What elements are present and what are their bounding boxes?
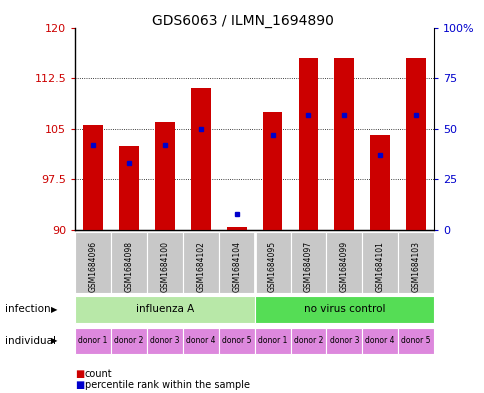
Text: donor 2: donor 2	[293, 336, 322, 345]
Bar	[111, 328, 147, 354]
Bar	[191, 88, 210, 230]
Bar	[147, 232, 182, 293]
Bar	[334, 58, 353, 230]
Text: GSM1684097: GSM1684097	[303, 241, 312, 292]
Bar	[182, 232, 218, 293]
Text: ▶: ▶	[51, 305, 58, 314]
Text: donor 5: donor 5	[401, 336, 430, 345]
Text: GSM1684101: GSM1684101	[375, 241, 384, 292]
Text: donor 4: donor 4	[186, 336, 215, 345]
Text: influenza A: influenza A	[136, 305, 194, 314]
Bar	[75, 296, 254, 323]
Text: GSM1684100: GSM1684100	[160, 241, 169, 292]
Bar	[362, 232, 397, 293]
Text: donor 5: donor 5	[222, 336, 251, 345]
Bar	[370, 136, 389, 230]
Text: GSM1684098: GSM1684098	[124, 241, 133, 292]
Text: percentile rank within the sample: percentile rank within the sample	[85, 380, 249, 390]
Bar	[406, 58, 425, 230]
Text: ■: ■	[75, 369, 84, 379]
Bar	[362, 328, 397, 354]
Text: donor 1: donor 1	[257, 336, 287, 345]
Bar	[75, 328, 111, 354]
Text: donor 4: donor 4	[365, 336, 394, 345]
Bar	[155, 122, 174, 230]
Bar	[326, 328, 362, 354]
Text: donor 2: donor 2	[114, 336, 143, 345]
Text: ▶: ▶	[51, 336, 58, 345]
Bar	[147, 328, 182, 354]
Bar	[227, 226, 246, 230]
Bar	[326, 232, 362, 293]
Bar	[262, 112, 282, 230]
Text: donor 1: donor 1	[78, 336, 107, 345]
Text: GSM1684096: GSM1684096	[89, 241, 97, 292]
Bar	[83, 125, 103, 230]
Bar	[254, 296, 433, 323]
Text: count: count	[85, 369, 112, 379]
Text: GSM1684102: GSM1684102	[196, 241, 205, 292]
Text: GSM1684104: GSM1684104	[232, 241, 241, 292]
Bar	[218, 328, 254, 354]
Text: infection: infection	[5, 305, 50, 314]
Text: GSM1684099: GSM1684099	[339, 241, 348, 292]
Text: GDS6063 / ILMN_1694890: GDS6063 / ILMN_1694890	[151, 14, 333, 28]
Text: donor 3: donor 3	[329, 336, 358, 345]
Bar	[75, 232, 111, 293]
Bar	[397, 328, 433, 354]
Bar	[397, 232, 433, 293]
Text: donor 3: donor 3	[150, 336, 179, 345]
Text: GSM1684103: GSM1684103	[411, 241, 420, 292]
Text: no virus control: no virus control	[303, 305, 384, 314]
Bar	[290, 328, 326, 354]
Bar	[182, 328, 218, 354]
Bar	[111, 232, 147, 293]
Text: individual: individual	[5, 336, 56, 346]
Text: ■: ■	[75, 380, 84, 390]
Text: GSM1684095: GSM1684095	[268, 241, 276, 292]
Bar	[298, 58, 318, 230]
Bar	[254, 232, 290, 293]
Bar	[218, 232, 254, 293]
Bar	[119, 145, 138, 230]
Bar	[254, 328, 290, 354]
Bar	[290, 232, 326, 293]
